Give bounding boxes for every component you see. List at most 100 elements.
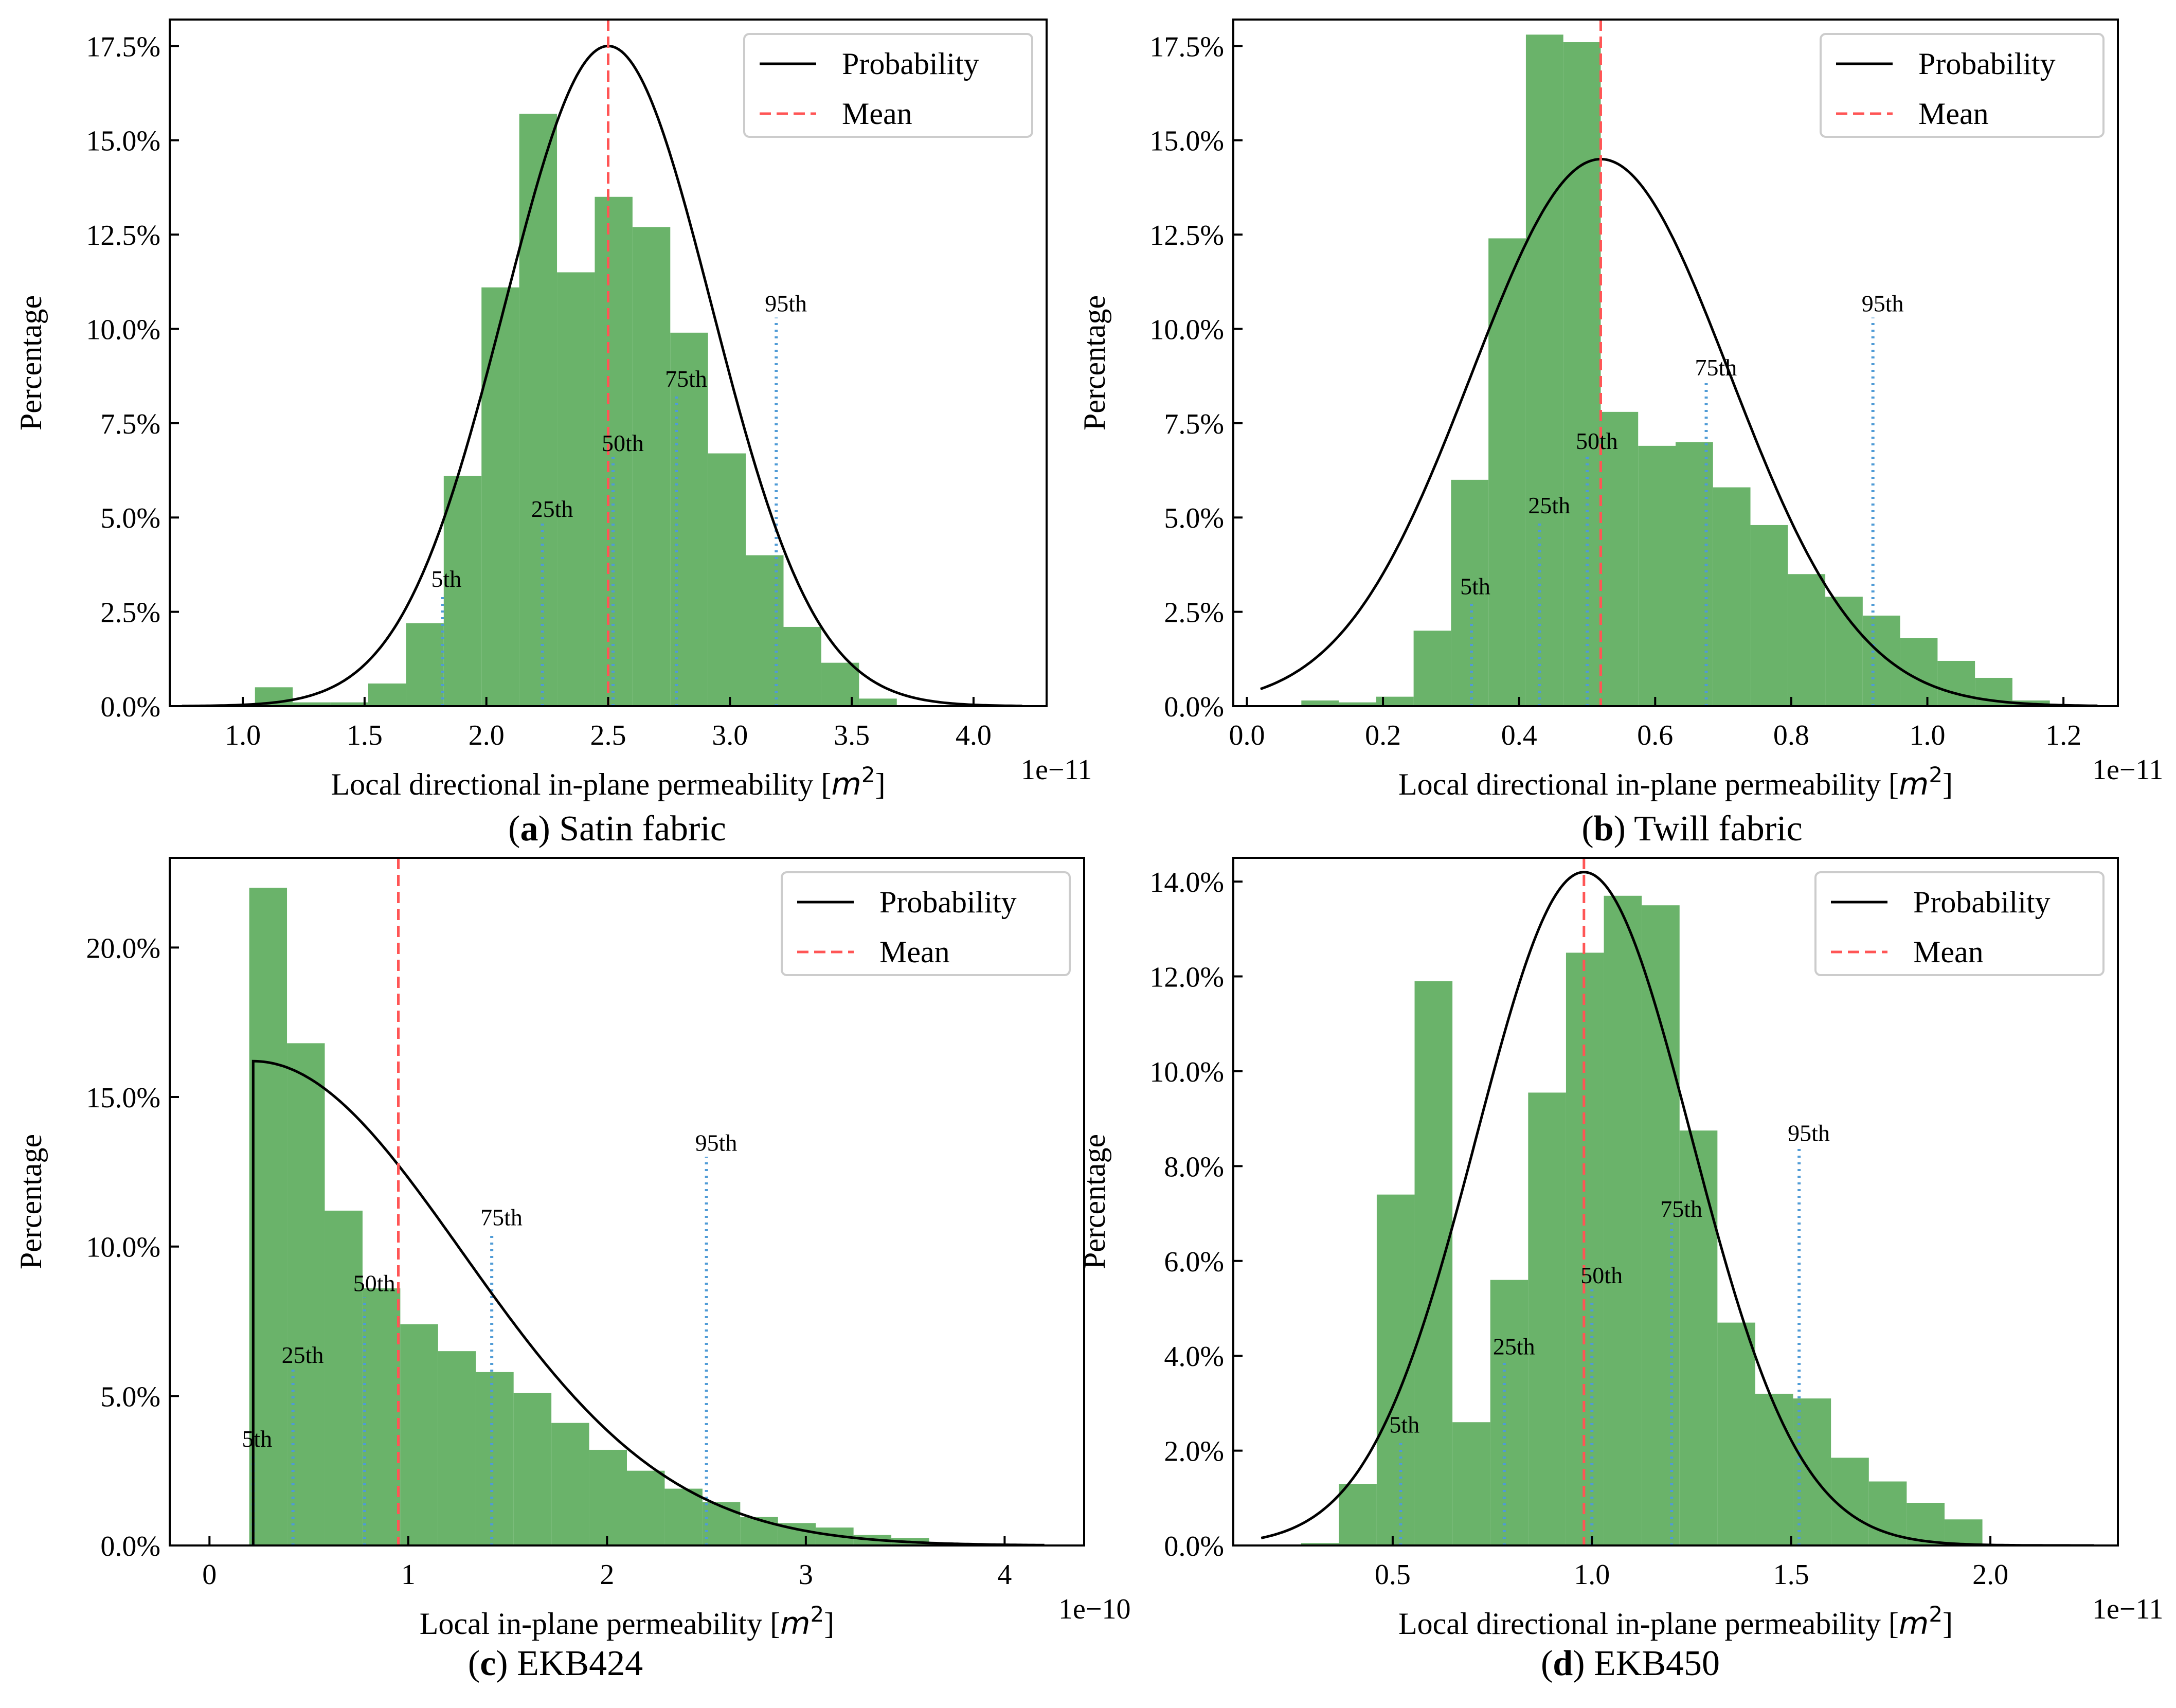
- histogram-bar: [1376, 1194, 1415, 1545]
- percentile-label: 95th: [765, 290, 807, 316]
- y-tick-label: 12.0%: [1149, 962, 1224, 994]
- y-tick-label: 15.0%: [1149, 125, 1224, 157]
- histogram-bar: [1638, 445, 1676, 706]
- histogram-bar: [1793, 1398, 1831, 1545]
- y-axis-label: Percentage: [14, 295, 48, 430]
- histogram-bar: [821, 662, 859, 706]
- histogram-bar: [1339, 702, 1376, 706]
- y-tick-label: 10.0%: [86, 314, 160, 346]
- probability-curve: [182, 44, 1022, 706]
- y-axis-label: Percentage: [1077, 1134, 1111, 1269]
- histogram-bar: [330, 702, 368, 706]
- histogram-bar: [1679, 1130, 1718, 1545]
- histogram-bar: [557, 272, 595, 706]
- histogram-bar: [1488, 238, 1526, 706]
- histogram-bar: [1451, 479, 1489, 706]
- x-tick-label: 1.0: [1574, 1559, 1610, 1591]
- histogram-bar: [1937, 660, 1975, 706]
- histogram-bar: [1717, 1322, 1755, 1545]
- x-tick-label: 1.0: [225, 720, 261, 751]
- percentile-label: 25th: [282, 1342, 324, 1368]
- legend: Probability Mean: [781, 871, 1071, 976]
- x-tick-label: 2.5: [590, 720, 626, 751]
- histogram-bar: [595, 196, 633, 706]
- caption-b: (b) Twill fabric: [1581, 809, 1803, 849]
- y-tick-label: 15.0%: [86, 1082, 160, 1114]
- x-axis-label: Local directional in-plane permeability …: [331, 762, 885, 802]
- axis-offset-text: 1e−11: [2092, 754, 2163, 786]
- percentile-label: 50th: [353, 1270, 395, 1297]
- histogram-bar: [481, 287, 519, 706]
- y-tick-label: 17.5%: [1149, 31, 1224, 63]
- percentile-label: 95th: [695, 1129, 738, 1156]
- histogram-bar: [249, 888, 287, 1545]
- percentile-label: 25th: [1528, 492, 1570, 518]
- histogram-bar: [1944, 1519, 1983, 1545]
- histogram-bar: [632, 227, 671, 706]
- y-tick-label: 6.0%: [1164, 1246, 1224, 1278]
- x-tick-label: 4: [997, 1559, 1012, 1591]
- histogram-bar: [702, 1502, 741, 1545]
- legend-mean-label: Mean: [1913, 935, 1984, 969]
- x-tick-label: 2.0: [1972, 1559, 2008, 1591]
- y-tick-label: 14.0%: [1149, 867, 1224, 898]
- x-tick-label: 0.4: [1501, 720, 1537, 751]
- histogram-bar: [443, 476, 482, 706]
- percentile-label: 5th: [431, 566, 461, 592]
- x-axis-label: Local directional in-plane permeability …: [1398, 1602, 1953, 1642]
- histogram-bar: [1452, 1422, 1490, 1545]
- histogram-bar: [1563, 42, 1601, 706]
- axes-frame: [1232, 19, 2119, 707]
- percentile-label: 75th: [480, 1204, 523, 1231]
- axis-offset-text: 1e−11: [1021, 754, 1092, 786]
- plot-area: [1261, 858, 2094, 1545]
- histogram-bar: [1713, 487, 1751, 706]
- percentile-label: 25th: [1493, 1333, 1535, 1359]
- legend: Probability Mean: [1820, 33, 2105, 138]
- histogram-bar: [1750, 525, 1788, 706]
- x-tick-label: 1.2: [2045, 720, 2081, 751]
- y-tick-label: 20.0%: [86, 932, 160, 964]
- histogram-bar: [1413, 631, 1451, 706]
- probability-curve: [1260, 157, 2098, 706]
- histogram-bar: [1676, 442, 1713, 706]
- y-tick-label: 15.0%: [86, 125, 160, 157]
- y-tick-label: 12.5%: [86, 220, 160, 251]
- histogram-bar: [859, 698, 897, 706]
- caption-d: (d) EKB450: [1540, 1644, 1720, 1683]
- y-tick-label: 5.0%: [100, 502, 160, 534]
- histogram-bar: [438, 1351, 476, 1545]
- histogram-bar: [1642, 905, 1680, 1545]
- y-tick-label: 10.0%: [86, 1232, 160, 1264]
- histogram-bar: [287, 1043, 325, 1545]
- y-axis-label: Percentage: [14, 1134, 48, 1269]
- y-tick-label: 4.0%: [1164, 1341, 1224, 1373]
- histogram-bar: [1376, 696, 1414, 706]
- y-tick-label: 17.5%: [86, 31, 160, 63]
- histogram-bar: [1301, 700, 1339, 706]
- y-tick-label: 5.0%: [100, 1381, 160, 1413]
- histogram-bar: [746, 555, 784, 706]
- y-tick-label: 10.0%: [1149, 1056, 1224, 1088]
- y-tick-label: 0.0%: [100, 1531, 160, 1562]
- histogram-bar: [1831, 1458, 1869, 1545]
- histogram-bar: [1788, 574, 1826, 706]
- caption-a: (a) Satin fabric: [508, 809, 726, 849]
- histogram-bar: [1339, 1484, 1377, 1545]
- histogram-bar: [740, 1517, 778, 1545]
- histogram-bar: [1868, 1481, 1907, 1545]
- histogram-bar: [513, 1393, 552, 1545]
- percentile-label: 95th: [1862, 290, 1904, 316]
- percentile-label: 5th: [242, 1426, 272, 1452]
- x-tick-label: 0: [202, 1559, 217, 1591]
- x-axis-label: Local directional in-plane permeability …: [1398, 762, 1953, 802]
- y-tick-label: 7.5%: [1164, 408, 1224, 440]
- x-tick-label: 0.8: [1773, 720, 1809, 751]
- histogram-bar: [368, 683, 406, 706]
- histogram-bar: [670, 332, 708, 706]
- histogram-bar: [1525, 34, 1563, 706]
- histogram-bar: [406, 623, 444, 706]
- x-tick-label: 1.5: [1773, 1559, 1809, 1591]
